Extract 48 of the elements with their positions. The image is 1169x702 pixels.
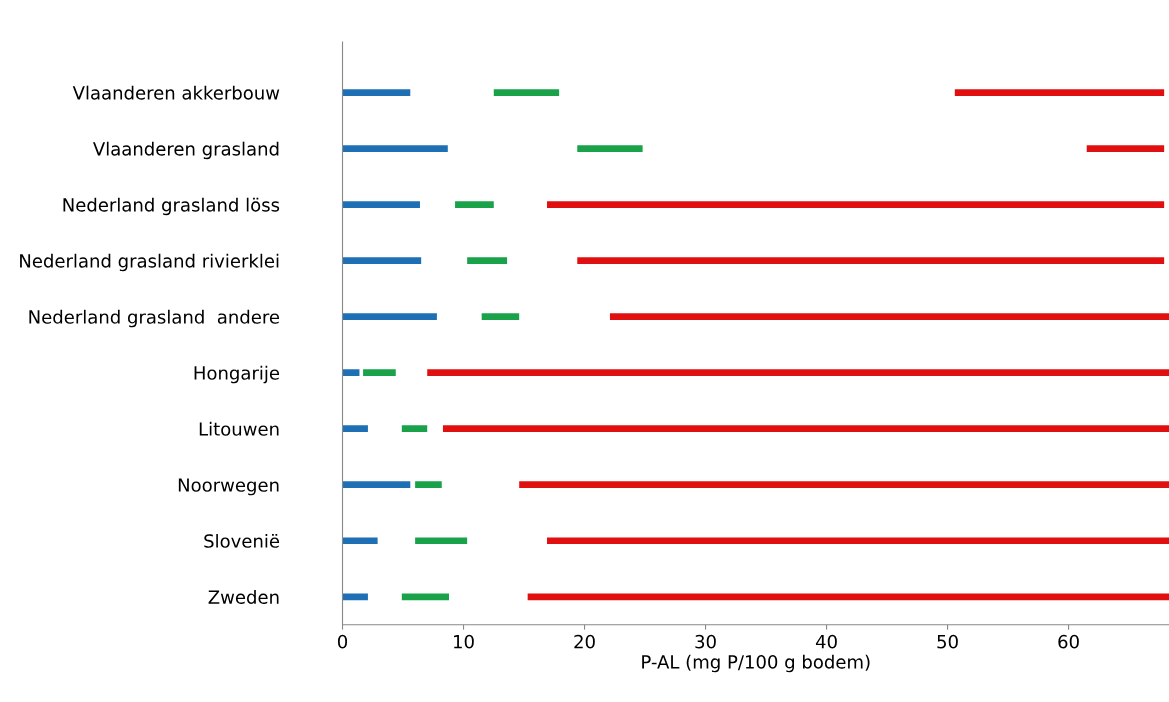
x-tick-label: 30 xyxy=(695,634,716,649)
x-tick-label: 50 xyxy=(937,634,958,649)
bar xyxy=(342,369,360,377)
y-tick-label: Litouwen xyxy=(199,421,279,436)
x-tick-label: 20 xyxy=(574,634,595,649)
y-tick-label: Slovenië xyxy=(204,533,280,548)
bar xyxy=(342,313,437,320)
bar xyxy=(342,89,411,96)
y-tick-label: Vlaanderen akkerbouw xyxy=(72,85,280,100)
bar xyxy=(342,425,368,433)
bar xyxy=(1086,145,1165,152)
bar xyxy=(547,537,1169,545)
y-tick-label: Nederland grasland löss xyxy=(63,197,280,216)
bar xyxy=(342,257,422,264)
bar xyxy=(401,593,449,601)
bar xyxy=(342,481,411,489)
bar xyxy=(577,145,643,152)
bar xyxy=(427,369,1169,377)
y-tick-label: Hongarije xyxy=(194,365,280,384)
bar xyxy=(342,593,368,601)
y-tick-label: Nederland grasland andere xyxy=(29,309,280,328)
y-tick-label: Noorwegen xyxy=(178,478,279,496)
bar xyxy=(481,313,520,320)
x-tick-label: 40 xyxy=(815,634,837,649)
bar xyxy=(493,89,560,96)
y-tick-label: Vlaanderen grasland xyxy=(93,141,279,160)
x-tick-label: 10 xyxy=(454,634,474,649)
bar xyxy=(401,425,428,433)
bar xyxy=(519,481,1169,489)
bar xyxy=(577,257,1165,264)
bar xyxy=(455,201,494,208)
bar xyxy=(363,369,396,377)
x-tick-label: 60 xyxy=(1058,634,1079,649)
bar xyxy=(415,537,468,545)
y-tick-label: Zweden xyxy=(208,589,279,604)
x-axis-title: P-AL (mg P/100 g bodem) xyxy=(642,654,870,673)
bar xyxy=(609,313,1169,320)
y-tick-label: Nederland grasland rivierklei xyxy=(20,253,279,272)
bar xyxy=(342,145,448,152)
bar xyxy=(342,537,378,545)
bar xyxy=(415,481,442,489)
x-tick-label: 0 xyxy=(337,634,348,649)
bar xyxy=(342,201,420,208)
bar xyxy=(527,593,1169,601)
bar xyxy=(954,89,1165,96)
bar xyxy=(442,425,1169,433)
bar xyxy=(467,257,508,264)
bar xyxy=(547,201,1165,208)
